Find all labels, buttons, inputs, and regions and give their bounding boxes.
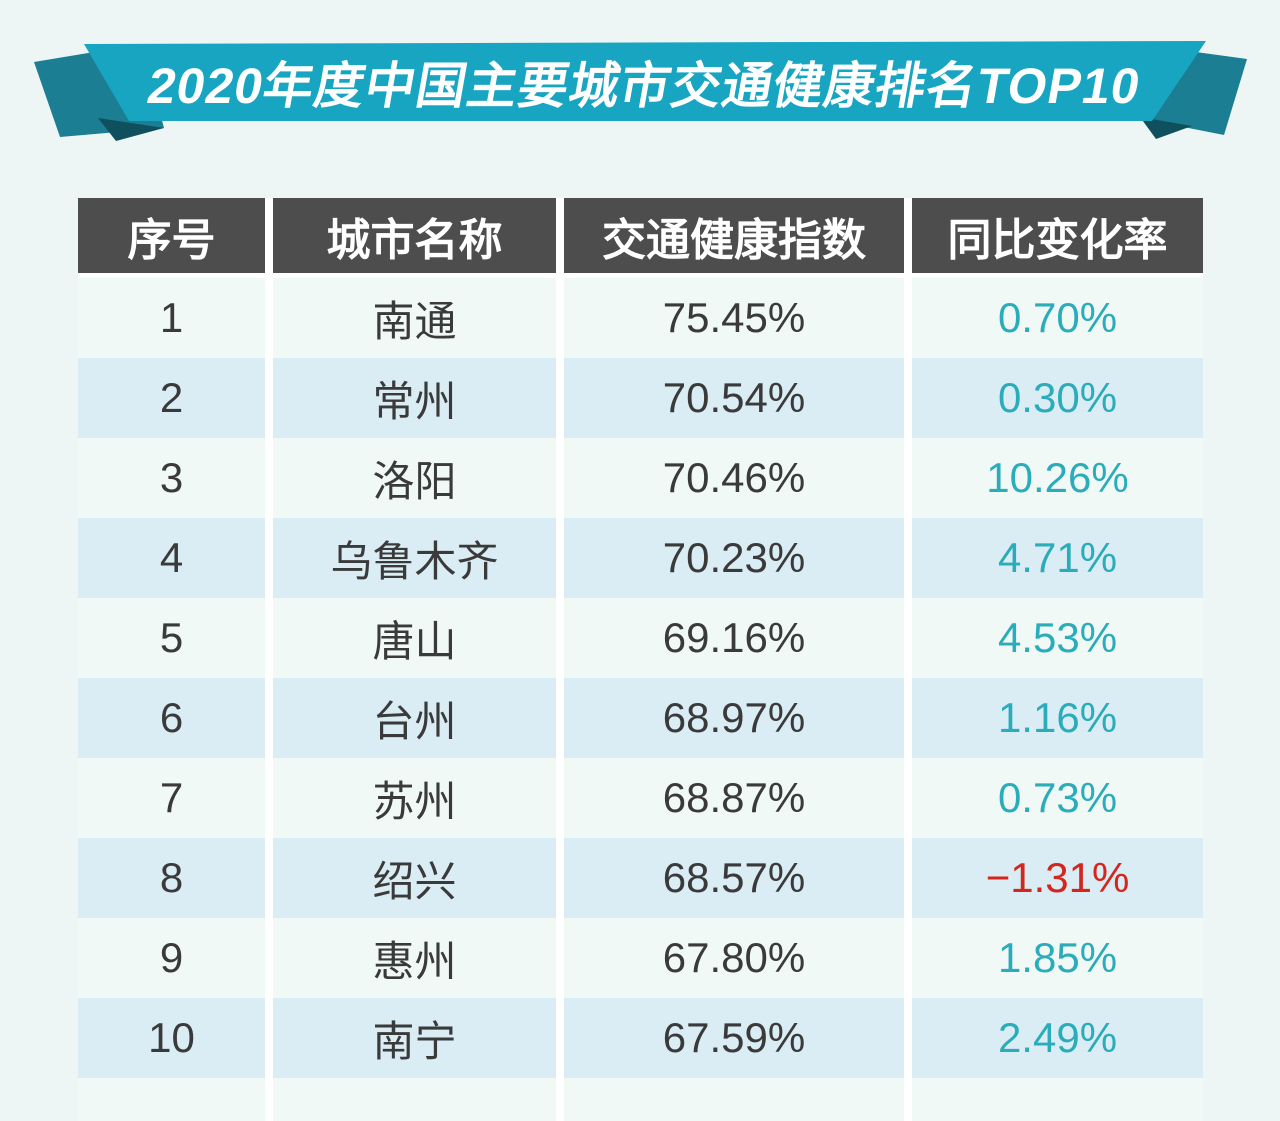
rank-cell: 9 — [78, 918, 265, 998]
index-cell: 70.54% — [564, 358, 904, 438]
change-cell: 0.30% — [912, 358, 1203, 438]
ribbon-banner-graphic — [34, 41, 1247, 141]
table-row: 8 绍兴 68.57% −1.31% — [78, 838, 1203, 918]
table-row: 9 惠州 67.80% 1.85% — [78, 918, 1203, 998]
city-cell: 台州 — [273, 678, 556, 758]
page-title: 2020年度中国主要城市交通健康排名TOP10 — [143, 58, 1146, 114]
rank-cell: 7 — [78, 758, 265, 838]
table-header-row: 序号 城市名称 交通健康指数 同比变化率 — [78, 198, 1203, 273]
change-cell: 10.26% — [912, 438, 1203, 518]
rank-cell: 5 — [78, 598, 265, 678]
header-index: 交通健康指数 — [564, 198, 904, 273]
table-row: 5 唐山 69.16% 4.53% — [78, 598, 1203, 678]
ribbon-left-fold — [98, 118, 164, 141]
change-cell: −1.31% — [912, 838, 1203, 918]
table-row: 2 常州 70.54% 0.30% — [78, 358, 1203, 438]
city-cell: 南通 — [273, 278, 556, 358]
index-cell: 67.80% — [564, 918, 904, 998]
table-row: 4 乌鲁木齐 70.23% 4.71% — [78, 518, 1203, 598]
change-cell: 0.73% — [912, 758, 1203, 838]
city-cell: 绍兴 — [273, 838, 556, 918]
index-cell: 70.46% — [564, 438, 904, 518]
header-city: 城市名称 — [273, 198, 556, 273]
index-cell: 68.57% — [564, 838, 904, 918]
partial-change-cell — [912, 1078, 1203, 1121]
change-cell: 4.53% — [912, 598, 1203, 678]
change-cell: 1.85% — [912, 918, 1203, 998]
partial-index-cell — [564, 1078, 904, 1121]
city-cell: 常州 — [273, 358, 556, 438]
change-cell: 1.16% — [912, 678, 1203, 758]
rank-cell: 3 — [78, 438, 265, 518]
table-row: 3 洛阳 70.46% 10.26% — [78, 438, 1203, 518]
rank-cell: 1 — [78, 278, 265, 358]
rank-cell: 4 — [78, 518, 265, 598]
ranking-table: 序号 城市名称 交通健康指数 同比变化率 1 南通 75.45% 0.70% 2… — [78, 198, 1203, 1121]
change-cell: 2.49% — [912, 998, 1203, 1078]
rank-cell: 2 — [78, 358, 265, 438]
index-cell: 70.23% — [564, 518, 904, 598]
partial-city-cell — [273, 1078, 556, 1121]
rank-cell: 10 — [78, 998, 265, 1078]
index-cell: 69.16% — [564, 598, 904, 678]
index-cell: 75.45% — [564, 278, 904, 358]
table-row: 6 台州 68.97% 1.16% — [78, 678, 1203, 758]
city-cell: 唐山 — [273, 598, 556, 678]
index-cell: 68.97% — [564, 678, 904, 758]
city-cell: 南宁 — [273, 998, 556, 1078]
change-cell: 0.70% — [912, 278, 1203, 358]
index-cell: 67.59% — [564, 998, 904, 1078]
header-rank: 序号 — [78, 198, 265, 273]
header-change: 同比变化率 — [912, 198, 1203, 273]
table-row: 1 南通 75.45% 0.70% — [78, 278, 1203, 358]
table-row: 7 苏州 68.87% 0.73% — [78, 758, 1203, 838]
city-cell: 洛阳 — [273, 438, 556, 518]
index-cell: 68.87% — [564, 758, 904, 838]
table-body: 1 南通 75.45% 0.70% 2 常州 70.54% 0.30% 3 洛阳… — [78, 278, 1203, 1078]
partial-rank-cell — [78, 1078, 265, 1121]
city-cell: 苏州 — [273, 758, 556, 838]
city-cell: 惠州 — [273, 918, 556, 998]
ribbon-right-fold — [1140, 117, 1192, 139]
rank-cell: 8 — [78, 838, 265, 918]
city-cell: 乌鲁木齐 — [273, 518, 556, 598]
change-cell: 4.71% — [912, 518, 1203, 598]
ribbon-main-band — [84, 41, 1206, 121]
rank-cell: 6 — [78, 678, 265, 758]
table-row: 10 南宁 67.59% 2.49% — [78, 998, 1203, 1078]
table-partial-row — [78, 1078, 1203, 1121]
